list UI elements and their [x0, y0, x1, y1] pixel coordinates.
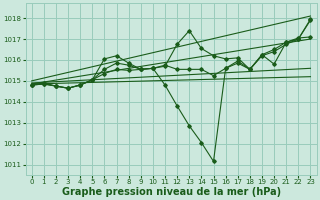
X-axis label: Graphe pression niveau de la mer (hPa): Graphe pression niveau de la mer (hPa): [61, 187, 281, 197]
